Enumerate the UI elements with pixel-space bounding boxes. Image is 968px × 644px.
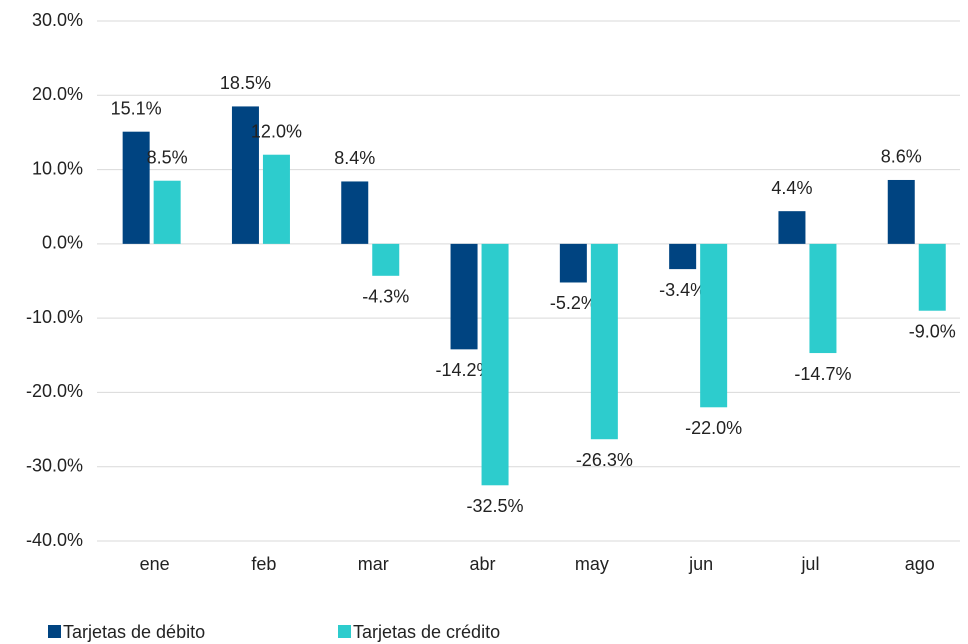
value-label: 4.4% <box>771 178 812 198</box>
value-label: -22.0% <box>685 418 742 438</box>
bar <box>918 243 946 311</box>
value-label: 8.6% <box>881 147 922 167</box>
y-tick-label: 30.0% <box>32 10 83 30</box>
legend-label: Tarjetas de débito <box>63 622 205 642</box>
x-tick-label: ene <box>140 554 170 574</box>
bar <box>372 243 400 276</box>
bar <box>669 243 697 270</box>
legend-swatch <box>338 625 351 638</box>
bar <box>559 243 587 283</box>
x-tick-label: may <box>575 554 609 574</box>
value-label: -3.4% <box>659 280 706 300</box>
value-label: 15.1% <box>111 98 162 118</box>
bar <box>590 243 618 440</box>
y-tick-label: 10.0% <box>32 158 83 178</box>
bar <box>122 131 150 244</box>
x-tick-label: mar <box>358 554 389 574</box>
x-tick-label: abr <box>470 554 496 574</box>
value-label: -9.0% <box>909 321 956 341</box>
x-tick-label: feb <box>251 554 276 574</box>
x-tick-label: ago <box>905 554 935 574</box>
x-tick-label: jul <box>800 554 819 574</box>
x-tick-label: jun <box>688 554 713 574</box>
bar <box>778 211 806 244</box>
bar <box>809 243 837 354</box>
bar <box>153 180 181 244</box>
value-label: 8.5% <box>147 147 188 167</box>
bar <box>887 179 915 244</box>
bar <box>341 181 369 244</box>
y-tick-label: 0.0% <box>42 233 83 253</box>
value-label: -26.3% <box>576 450 633 470</box>
value-label: 18.5% <box>220 73 271 93</box>
legend-swatch <box>48 625 61 638</box>
value-label: -5.2% <box>550 293 597 313</box>
bar <box>262 154 290 244</box>
value-label: 12.0% <box>251 121 302 141</box>
y-tick-label: -10.0% <box>26 307 83 327</box>
legend-label: Tarjetas de crédito <box>353 622 500 642</box>
y-tick-label: -20.0% <box>26 381 83 401</box>
value-label: -32.5% <box>467 496 524 516</box>
value-label: -4.3% <box>362 287 409 307</box>
bar <box>481 243 509 486</box>
y-tick-label: -30.0% <box>26 455 83 475</box>
value-label: 8.4% <box>334 148 375 168</box>
bar <box>700 243 728 408</box>
bar <box>450 243 478 350</box>
y-tick-label: 20.0% <box>32 84 83 104</box>
value-label: -14.2% <box>436 360 493 380</box>
value-label: -14.7% <box>794 364 851 384</box>
y-tick-label: -40.0% <box>26 530 83 550</box>
bar <box>231 106 259 244</box>
